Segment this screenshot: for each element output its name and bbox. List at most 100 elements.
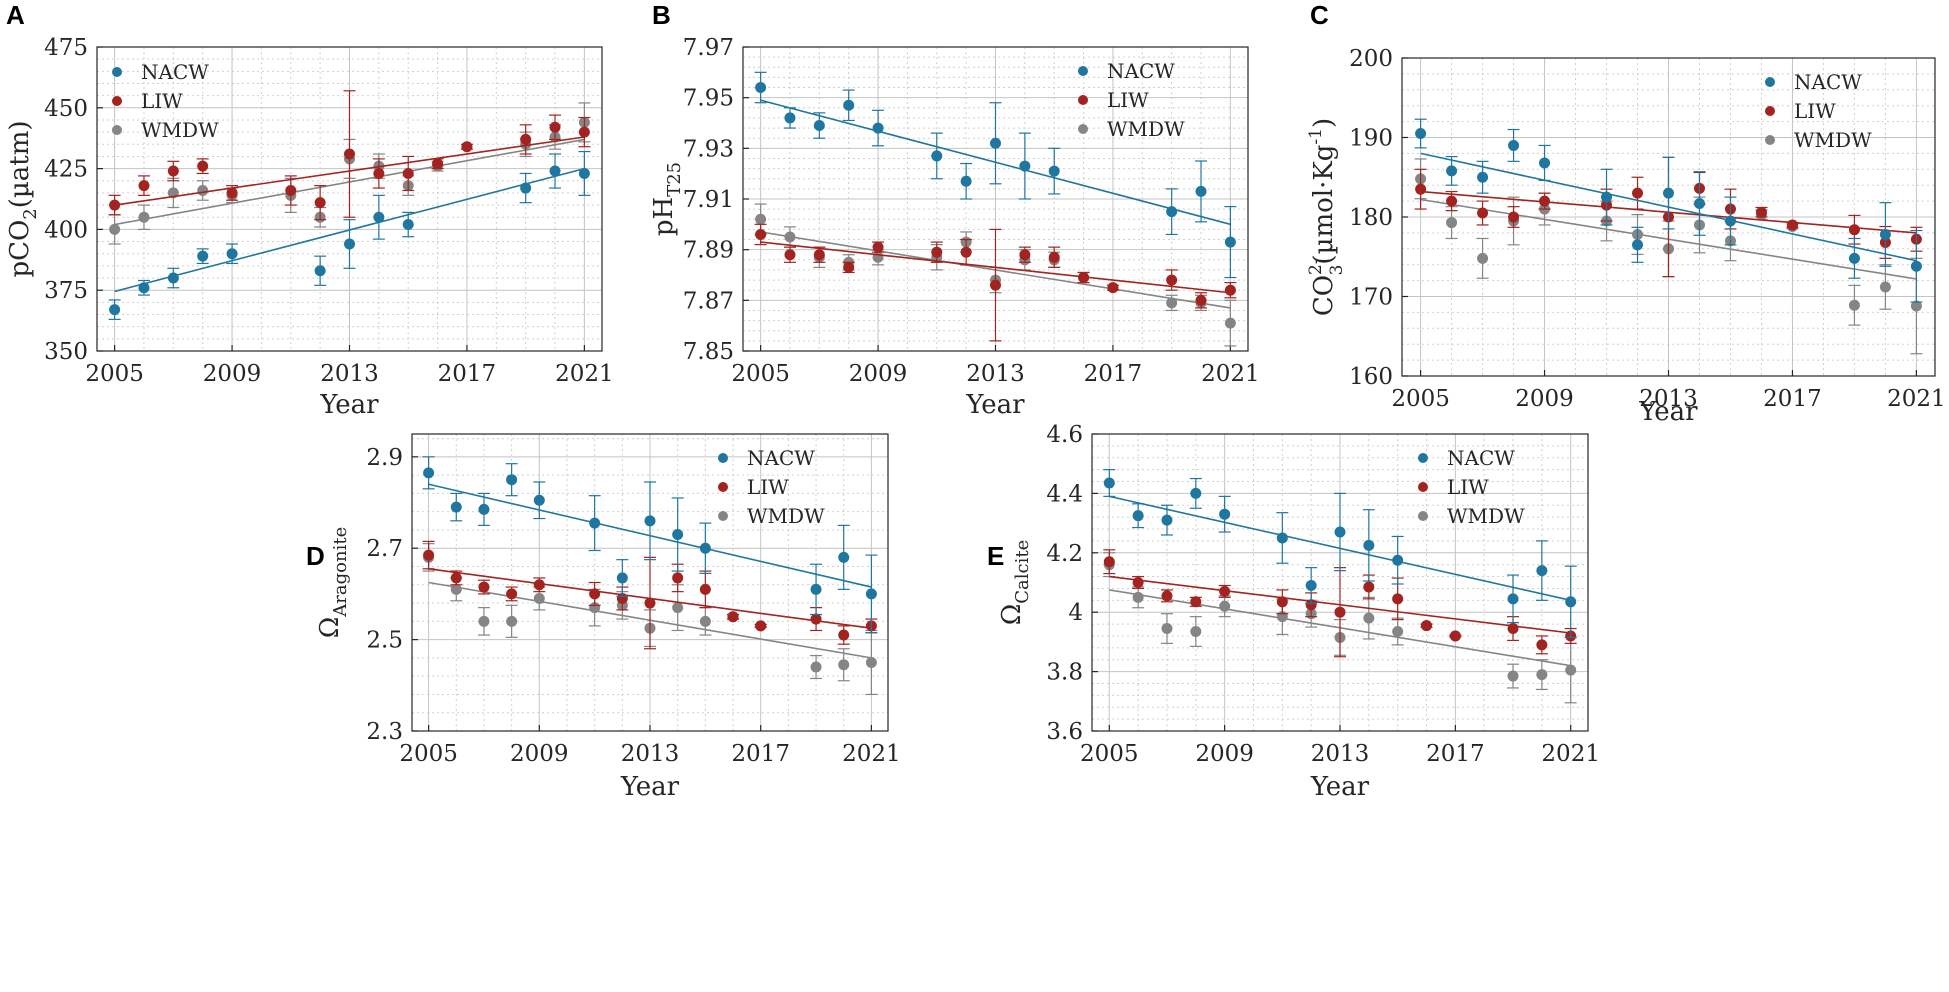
panel-e-marker: [1507, 593, 1519, 605]
panel-e-data-point-wmdw: [1391, 617, 1404, 646]
panel-b-y-tick-label: 7.85: [683, 339, 734, 365]
panel-d-data-point-liw: [837, 625, 850, 645]
panel-e-marker: [1392, 554, 1404, 566]
panel-a-data-point-nacw: [549, 153, 562, 189]
panel-c-legend-label: LIW: [1794, 99, 1836, 123]
panel-b-x-tick-label: 2021: [1201, 361, 1260, 387]
panel-c-marker: [1910, 300, 1922, 312]
panel-b-data-point-nacw: [813, 112, 826, 139]
panel-e-legend-item-nacw: NACW: [1418, 446, 1515, 470]
panel-a-marker: [109, 199, 121, 211]
panel-d-marker: [865, 588, 877, 600]
panel-c-marker: [1632, 239, 1644, 251]
panel-e-x-tick-label: 2005: [1080, 741, 1139, 767]
panel-d-marker: [699, 542, 711, 554]
panel-e-marker: [1536, 669, 1548, 681]
panel-c-y-label-tail-sup: -1: [1306, 128, 1326, 145]
panel-a-marker: [197, 250, 209, 262]
panel-a-y-tick-label: 400: [44, 217, 88, 243]
panel-b-marker: [755, 213, 767, 225]
panel-d-marker: [450, 501, 462, 513]
panel-e-marker: [1334, 526, 1346, 538]
panel-b-marker: [1019, 160, 1031, 172]
panel-d-series-nacw: [422, 456, 878, 634]
panel-e-x-tick-label: 2009: [1195, 741, 1254, 767]
panel-b-marker: [931, 150, 943, 162]
panel-a-x-tick-label: 2009: [203, 361, 262, 387]
panel-b-data-point-wmdw: [1224, 299, 1237, 347]
panel-d-marker: [589, 588, 601, 600]
panel-a-data-point-liw: [402, 155, 415, 192]
panel-b-marker: [755, 82, 767, 94]
panel-a-data-point-nacw: [167, 267, 180, 289]
panel-a-marker: [138, 211, 150, 223]
panel-d-data-point-nacw: [533, 481, 546, 520]
panel-b-data-point-nacw: [872, 109, 885, 147]
panel-b-data-point-liw: [1165, 269, 1178, 291]
panel-e-y-axis-label: ΩCalcite: [997, 540, 1033, 626]
panel-a-marker: [373, 211, 385, 223]
panel-b-data-point-liw: [930, 241, 943, 263]
panel-b-legend-item-liw: LIW: [1078, 88, 1149, 112]
panel-b-marker: [813, 249, 825, 261]
panel-a-data-point-nacw: [372, 194, 385, 240]
panel-d-marker: [838, 629, 850, 641]
panel-e-data-point-liw: [1160, 589, 1173, 603]
panel-b-y-label-main: pH: [649, 197, 679, 236]
panel-e-marker: [1132, 591, 1144, 603]
panel-a-legend-item-wmdw: WMDW: [112, 118, 219, 142]
panel-c-data-point-liw: [1414, 168, 1427, 210]
panel-e-marker: [1565, 596, 1577, 608]
panel-e-data-point-nacw: [1218, 495, 1231, 533]
panel-c-marker: [1693, 197, 1705, 209]
panel-e-marker: [1161, 623, 1173, 635]
panel-b-legend-label: WMDW: [1107, 117, 1185, 141]
panel-e-series-nacw: [1103, 469, 1577, 639]
panel-d-legend-label: LIW: [747, 475, 789, 499]
panel-b-data-point-liw: [813, 246, 826, 263]
panel-letter-d: D: [306, 541, 325, 571]
panel-b-data-point-nacw: [960, 162, 973, 200]
panel-c-marker: [1477, 171, 1489, 183]
panel-e-marker: [1536, 639, 1548, 651]
panel-b-marker: [1224, 284, 1236, 296]
panel-c-data-point-nacw: [1879, 202, 1892, 267]
panel-d-legend-item-wmdw: WMDW: [718, 504, 825, 528]
panel-e-marker: [1161, 514, 1173, 526]
panel-a-legend-label: NACW: [141, 60, 209, 84]
panel-c-plot-content: [1414, 118, 1923, 355]
panel-e-marker: [1363, 581, 1375, 593]
panel-d-data-point-wmdw: [477, 607, 490, 636]
panel-a-marker: [432, 158, 444, 170]
panel-e-marker: [1276, 596, 1288, 608]
panel-b-marker: [1195, 294, 1207, 306]
panel-b-data-point-liw: [1195, 292, 1208, 309]
panel-d-minor-grid: [412, 434, 888, 731]
panel-d-marker: [506, 615, 518, 627]
chart-panel-a: 2005 2009 2013 2017 2021 350 375 400 425 450 475 Ye…: [5, 35, 614, 420]
panel-c-data-point-nacw: [1848, 237, 1861, 279]
panel-b-legend-marker: [1078, 95, 1088, 105]
panel-c-data-point-wmdw: [1476, 237, 1489, 279]
panel-d-legend-label: NACW: [747, 446, 815, 470]
panel-b-x-tick-label: 2005: [731, 361, 790, 387]
panel-b-data-point-liw: [783, 246, 796, 263]
panel-c-marker: [1786, 219, 1798, 231]
panel-b-marker: [872, 122, 884, 134]
panel-c-marker: [1508, 211, 1520, 223]
panel-d-marker: [838, 551, 850, 563]
panel-c-marker: [1508, 139, 1520, 151]
panel-e-data-point-nacw: [1276, 512, 1289, 564]
panel-e-data-point-liw: [1305, 592, 1318, 618]
panel-a-x-tick-label: 2013: [320, 361, 379, 387]
panel-d-data-point-liw: [644, 556, 656, 650]
panel-d-x-tick-label: 2017: [731, 741, 790, 767]
panel-d-data-point-nacw: [422, 456, 435, 490]
panel-d-data-point-liw: [450, 570, 463, 586]
panel-e-marker: [1103, 477, 1115, 489]
panel-c-data-point-nacw: [1507, 128, 1520, 162]
panel-a-data-point-liw: [343, 90, 356, 218]
panel-c-data-point-nacw: [1414, 118, 1427, 149]
panel-e-legend-item-wmdw: WMDW: [1418, 504, 1525, 528]
panel-a-legend-marker: [112, 67, 122, 77]
